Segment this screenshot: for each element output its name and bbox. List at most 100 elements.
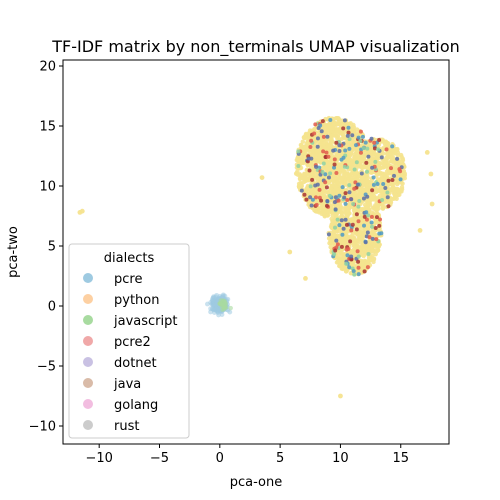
data-point bbox=[358, 150, 363, 155]
data-point bbox=[374, 215, 379, 220]
data-point bbox=[308, 184, 313, 189]
data-point bbox=[326, 175, 331, 180]
data-point bbox=[343, 191, 348, 196]
data-point bbox=[375, 243, 380, 249]
data-point bbox=[335, 121, 340, 127]
data-point bbox=[356, 135, 361, 140]
data-point bbox=[332, 252, 337, 257]
data-point bbox=[359, 258, 364, 264]
data-point bbox=[364, 217, 369, 222]
data-point bbox=[341, 155, 346, 160]
data-point bbox=[327, 128, 333, 133]
data-point bbox=[356, 204, 361, 209]
legend: dialects pcre python javascript pcre2 dotnet… bbox=[68, 243, 190, 439]
data-point bbox=[210, 298, 216, 304]
data-point bbox=[354, 160, 359, 165]
data-point bbox=[308, 145, 313, 150]
data-point bbox=[328, 118, 333, 123]
data-point bbox=[349, 228, 354, 233]
data-point bbox=[318, 172, 323, 177]
data-point bbox=[428, 171, 434, 177]
data-point bbox=[370, 165, 375, 170]
data-point bbox=[353, 180, 358, 185]
data-point bbox=[359, 237, 364, 242]
x-axis-ticks: −10 −5 0 5 10 15 bbox=[85, 444, 409, 466]
data-point bbox=[220, 294, 226, 300]
data-point bbox=[380, 177, 386, 182]
data-point bbox=[303, 188, 309, 194]
data-point bbox=[325, 134, 330, 139]
data-point bbox=[385, 195, 390, 200]
data-point bbox=[315, 144, 320, 149]
data-point bbox=[363, 240, 368, 245]
data-point bbox=[351, 193, 356, 198]
data-point bbox=[322, 137, 327, 143]
data-point bbox=[390, 181, 395, 187]
data-point bbox=[355, 249, 360, 254]
data-point bbox=[299, 188, 304, 193]
data-point bbox=[369, 214, 374, 219]
data-point bbox=[390, 177, 395, 182]
data-point bbox=[352, 186, 357, 191]
legend-marker bbox=[83, 420, 93, 430]
data-point bbox=[351, 202, 356, 207]
data-point bbox=[366, 150, 371, 156]
data-point bbox=[79, 208, 85, 214]
data-point bbox=[366, 246, 371, 252]
data-point bbox=[372, 140, 377, 145]
data-point bbox=[356, 259, 361, 264]
x-tick-label: 5 bbox=[276, 451, 284, 466]
data-point bbox=[308, 195, 313, 200]
data-point bbox=[347, 173, 353, 179]
data-point bbox=[334, 170, 339, 175]
data-point bbox=[333, 225, 338, 230]
x-tick-label: 10 bbox=[332, 451, 349, 466]
data-point bbox=[334, 211, 339, 217]
data-point bbox=[354, 212, 359, 217]
data-point bbox=[370, 228, 375, 233]
data-point bbox=[371, 182, 376, 187]
data-point bbox=[365, 169, 370, 174]
data-point bbox=[365, 230, 370, 235]
data-point bbox=[365, 146, 370, 151]
data-point bbox=[377, 193, 383, 198]
data-point bbox=[328, 139, 333, 145]
data-point bbox=[339, 244, 344, 249]
data-point bbox=[382, 190, 387, 196]
data-point bbox=[381, 171, 387, 177]
data-point bbox=[343, 148, 348, 153]
data-point bbox=[387, 171, 393, 176]
data-point bbox=[329, 183, 335, 188]
data-point bbox=[377, 138, 382, 143]
data-point bbox=[313, 122, 318, 127]
data-point bbox=[337, 223, 342, 228]
data-point bbox=[332, 229, 337, 234]
data-point bbox=[385, 152, 390, 157]
data-point bbox=[341, 226, 346, 231]
data-point bbox=[424, 150, 430, 155]
data-point bbox=[346, 130, 351, 135]
data-point bbox=[395, 156, 400, 161]
data-point bbox=[342, 239, 347, 244]
data-point bbox=[299, 143, 304, 148]
data-point bbox=[362, 214, 367, 219]
data-point bbox=[367, 255, 372, 260]
data-point bbox=[368, 194, 373, 200]
data-point bbox=[352, 154, 358, 160]
y-tick-label: 20 bbox=[39, 60, 56, 75]
data-point bbox=[372, 146, 377, 151]
data-point bbox=[374, 156, 380, 161]
data-point bbox=[388, 155, 394, 161]
data-point bbox=[310, 188, 315, 194]
data-point bbox=[358, 129, 363, 134]
data-point bbox=[365, 261, 370, 266]
data-point bbox=[373, 218, 378, 223]
data-point bbox=[341, 135, 347, 140]
data-point bbox=[337, 143, 342, 148]
data-point bbox=[319, 129, 324, 134]
data-point bbox=[307, 168, 312, 173]
data-point bbox=[335, 217, 340, 222]
data-point bbox=[315, 182, 320, 187]
data-point bbox=[297, 173, 303, 178]
